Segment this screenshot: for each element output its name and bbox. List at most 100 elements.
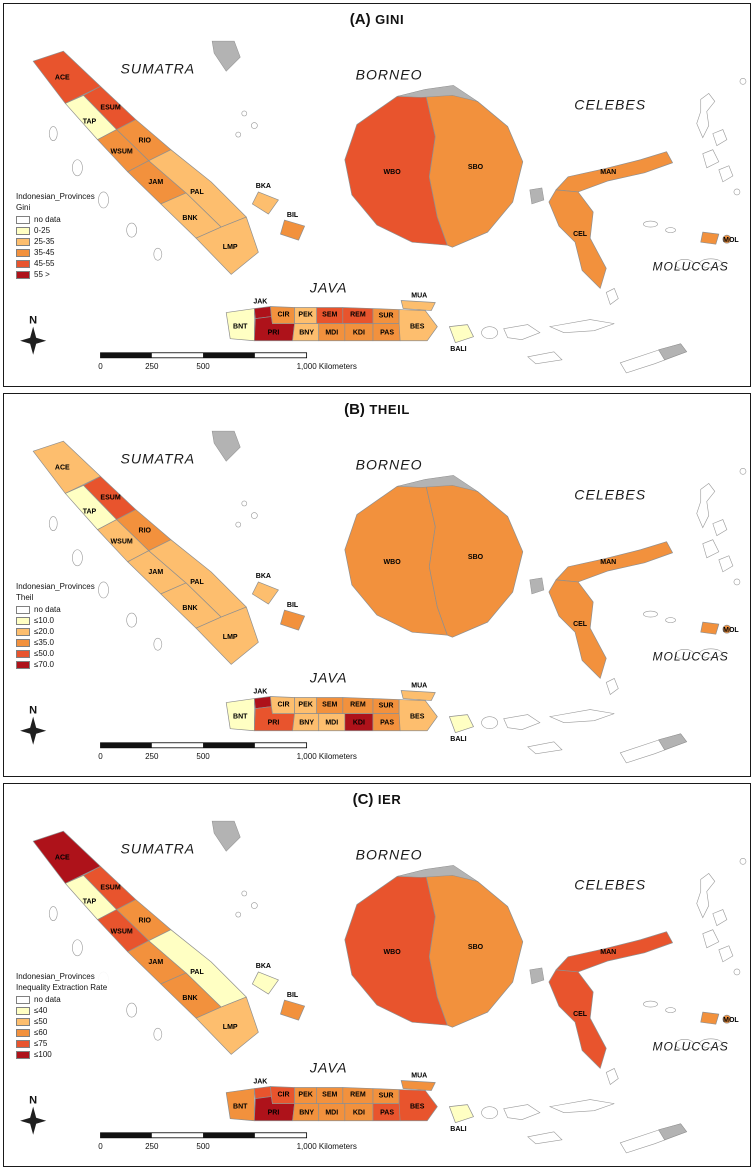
island-outline: [699, 648, 723, 659]
legend-label: ≤75: [34, 1039, 48, 1048]
scale-bar-segment: [203, 352, 255, 358]
legend-row: ≤50.0: [16, 649, 95, 659]
provinces: [32, 830, 732, 1124]
legend-swatch: [16, 1029, 30, 1037]
legend-label: 25-35: [34, 237, 55, 246]
island-outline: [527, 741, 563, 755]
island-outline: [665, 227, 676, 233]
province-label-WBO: WBO: [384, 169, 402, 176]
island-outline: [605, 288, 619, 306]
province-label-MOL: MOL: [723, 237, 739, 244]
island-outline: [126, 612, 138, 628]
island-outline: [675, 648, 695, 660]
legend-label: ≤35.0: [34, 638, 54, 647]
legend-measure: Theil: [16, 593, 34, 602]
island-outline: [712, 519, 728, 537]
province-label-SUR: SUR: [379, 1093, 394, 1100]
province-label-MAN: MAN: [600, 169, 616, 176]
province-label-BNY: BNY: [299, 1110, 314, 1117]
province-CEL: [548, 579, 607, 679]
province-BIL: [280, 999, 305, 1021]
island-outline: [643, 1000, 658, 1008]
panel-title: (B) THEIL: [4, 394, 750, 422]
province-MAN: [555, 541, 673, 583]
legend-measure: Gini: [16, 203, 31, 212]
island-outline: [643, 220, 658, 228]
province-LMP: [195, 216, 259, 275]
scale-bar: 0 250 500 1,000 Kilometers: [98, 742, 357, 761]
province-label-REM: REM: [350, 702, 366, 709]
province-label-BES: BES: [410, 714, 425, 721]
malay-peninsula: [211, 820, 241, 852]
province-label-CEL: CEL: [573, 231, 588, 238]
compass-north-label: N: [29, 315, 37, 327]
island-outline: [72, 159, 83, 177]
panel-letter: (C): [352, 791, 374, 808]
island-outline: [739, 78, 747, 85]
legend-label: ≤70.0: [34, 660, 54, 669]
province-label-WBO: WBO: [384, 559, 402, 566]
scale-tick-1000: 1,000 Kilometers: [297, 752, 357, 761]
panel-letter: (B): [344, 401, 365, 418]
island-outline: [153, 1027, 163, 1041]
island-outline: [251, 122, 258, 129]
province-BKA: [251, 971, 279, 995]
non-indonesia-area: [529, 187, 545, 205]
island-outline: [527, 1131, 563, 1145]
island-outline: [739, 858, 747, 865]
legend-swatch: [16, 996, 30, 1004]
map-ier: SUMATRA BORNEO CELEBES JAVA MOLUCCAS ACE…: [5, 812, 749, 1164]
panel-b-theil: (B) THEIL: [3, 393, 751, 777]
province-label-WSUM: WSUM: [111, 929, 133, 936]
island-outline: [605, 678, 619, 696]
province-label-PEK: PEK: [298, 312, 312, 319]
legend-swatch: [16, 1007, 30, 1015]
island-outline: [481, 716, 498, 730]
region-label-borneo: BORNEO: [356, 66, 423, 82]
province-label-REM: REM: [350, 1092, 366, 1099]
no-data-islands: [48, 430, 747, 764]
island-outline: [702, 539, 720, 559]
island-outline: [643, 610, 658, 618]
legend-row: ≤10.0: [16, 616, 95, 626]
island-outline: [696, 482, 716, 529]
compass-rose: N: [20, 1095, 47, 1135]
island-outline: [702, 149, 720, 169]
province-label-MDI: MDI: [325, 720, 338, 727]
province-MAN: [555, 151, 673, 193]
province-label-BIL: BIL: [287, 992, 299, 999]
province-label-PRI: PRI: [268, 330, 280, 337]
legend-ier: Indonesian_Provinces Inequality Extracti…: [14, 970, 110, 1063]
legend-label: ≤60: [34, 1028, 48, 1037]
island-outline: [712, 909, 728, 927]
compass-rose: N: [20, 315, 47, 355]
scale-bar-segment: [100, 352, 152, 358]
region-label-sumatra: SUMATRA: [120, 60, 195, 76]
panel-metric: THEIL: [369, 402, 410, 417]
province-label-LMP: LMP: [223, 634, 238, 641]
legend-swatch: [16, 628, 30, 636]
province-label-PRI: PRI: [268, 720, 280, 727]
province-MOL: [722, 234, 732, 244]
province-MOL: [700, 1011, 720, 1025]
province-label-ACE: ACE: [55, 854, 70, 861]
legend-swatch: [16, 606, 30, 614]
region-label-sumatra: SUMATRA: [120, 840, 195, 856]
province-label-ESUM: ESUM: [100, 494, 120, 501]
legend-theil: Indonesian_Provinces Theil no data ≤10.0 ≤…: [14, 580, 97, 673]
province-label-PRI: PRI: [268, 1110, 280, 1117]
scale-tick-0: 0: [98, 1142, 103, 1151]
province-label-SUR: SUR: [379, 703, 394, 710]
province-label-LMP: LMP: [223, 1024, 238, 1031]
province-BKA: [251, 581, 279, 605]
province-label-ACE: ACE: [55, 464, 70, 471]
legend-swatch: [16, 661, 30, 669]
legend-label: 55 >: [34, 270, 50, 279]
province-label-REM: REM: [350, 312, 366, 319]
region-labels: SUMATRA BORNEO CELEBES JAVA MOLUCCAS: [120, 60, 727, 295]
island-outline: [548, 709, 615, 723]
malay-peninsula: [211, 40, 241, 72]
legend-row: ≤75: [16, 1039, 107, 1049]
legend-swatch: [16, 271, 30, 279]
legend-row: 0-25: [16, 226, 95, 236]
